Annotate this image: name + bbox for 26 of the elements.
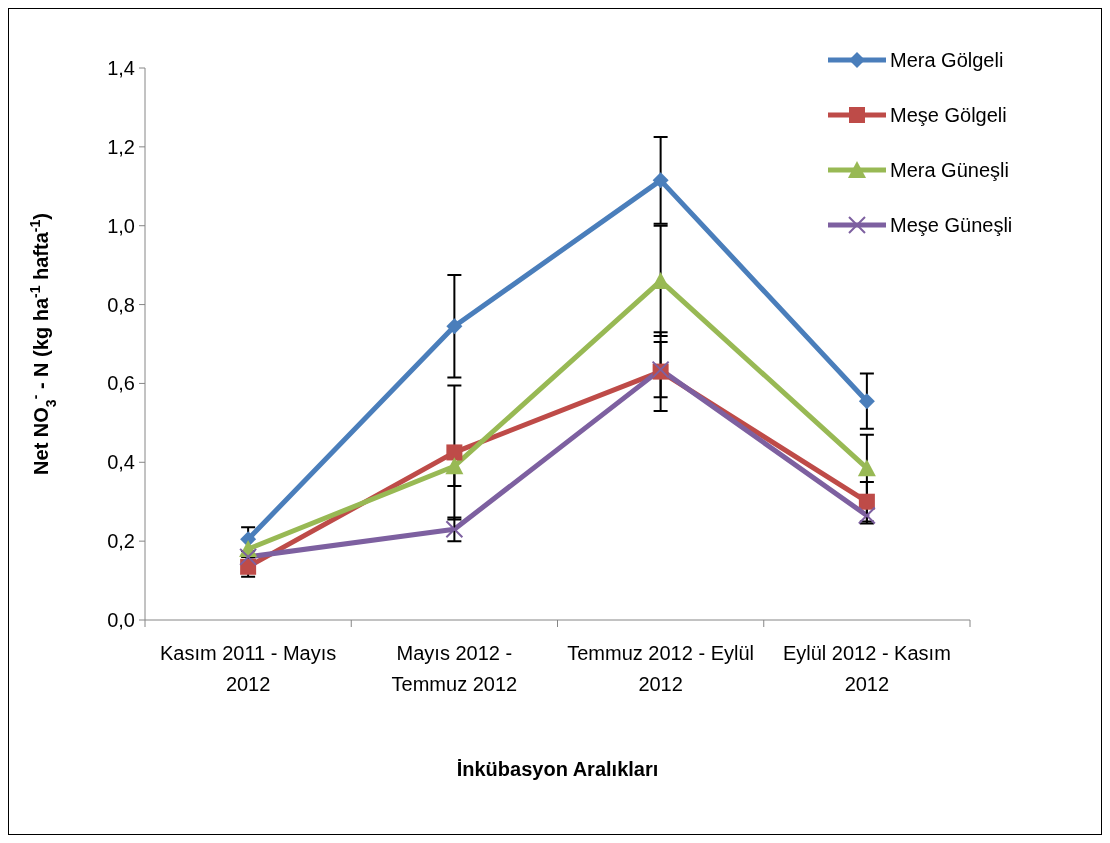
point: [858, 393, 875, 410]
y-tick-label: 0,0: [107, 609, 135, 631]
point: [858, 493, 875, 510]
legend-label: Meşe Güneşli: [890, 214, 1013, 236]
point: [446, 318, 463, 335]
y-tick-label: 1,0: [107, 214, 135, 237]
y-tick-label: 1,4: [107, 57, 135, 79]
x-axis-title: İnkübasyon Aralıkları: [456, 758, 659, 780]
y-tick-label: 0,2: [107, 530, 135, 553]
legend-label: Mera Gölgeli: [890, 49, 1004, 71]
point: [857, 459, 876, 477]
x-tick-label: Kasım 2011 - Mayıs 2012: [159, 642, 337, 695]
x-tick-label: Mayıs 2012 - Temmuz 2012: [391, 642, 518, 695]
point: [652, 172, 669, 189]
x-tick-label: Temmuz 2012 - Eylül 2012: [567, 642, 754, 695]
y-tick-label: 0,6: [107, 372, 135, 395]
y-tick-label: 0,4: [107, 451, 135, 474]
y-tick-label: 0,8: [107, 293, 135, 316]
legend-label: Mera Güneşli: [890, 159, 1009, 181]
point: [446, 444, 463, 461]
point: [445, 520, 464, 539]
point: [239, 547, 258, 566]
point: [445, 457, 464, 475]
x-tick-label: Eylül 2012 - Kasım 2012: [782, 642, 951, 695]
legend-label: Meşe Gölgeli: [890, 104, 1007, 126]
y-tick-label: 1,2: [107, 135, 135, 158]
